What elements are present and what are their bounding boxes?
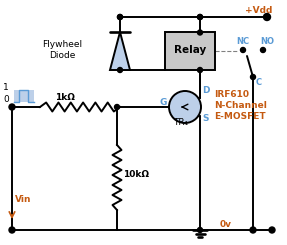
Circle shape xyxy=(117,14,123,20)
Text: NO: NO xyxy=(260,37,274,46)
Polygon shape xyxy=(110,32,130,70)
Circle shape xyxy=(241,48,245,52)
Circle shape xyxy=(117,14,123,20)
Circle shape xyxy=(117,68,123,73)
Circle shape xyxy=(197,30,203,35)
Text: C: C xyxy=(256,78,262,87)
Text: D: D xyxy=(202,86,210,95)
FancyBboxPatch shape xyxy=(165,32,215,70)
Circle shape xyxy=(251,74,255,79)
Text: Diode: Diode xyxy=(49,51,75,60)
Text: Relay: Relay xyxy=(174,45,206,55)
Text: 0v: 0v xyxy=(220,220,232,229)
Circle shape xyxy=(115,105,119,110)
Circle shape xyxy=(269,227,275,233)
Text: 1: 1 xyxy=(3,83,9,92)
Text: S: S xyxy=(202,114,208,123)
Circle shape xyxy=(250,227,256,233)
Circle shape xyxy=(197,68,203,73)
Text: G: G xyxy=(159,98,166,107)
Text: E-MOSFET: E-MOSFET xyxy=(214,112,266,121)
Circle shape xyxy=(169,91,201,123)
Circle shape xyxy=(197,14,203,20)
Text: 10kΩ: 10kΩ xyxy=(123,170,149,179)
Circle shape xyxy=(197,14,203,20)
Text: 0: 0 xyxy=(3,95,9,104)
Circle shape xyxy=(197,228,203,233)
Text: TR₁: TR₁ xyxy=(173,118,188,127)
FancyBboxPatch shape xyxy=(14,90,34,102)
Text: +Vdd: +Vdd xyxy=(245,6,272,15)
Circle shape xyxy=(9,104,15,110)
Text: Flywheel: Flywheel xyxy=(42,40,82,49)
Text: IRF610: IRF610 xyxy=(214,90,249,99)
Circle shape xyxy=(9,227,15,233)
Circle shape xyxy=(263,13,271,21)
Circle shape xyxy=(261,48,265,52)
Text: N-Channel: N-Channel xyxy=(214,101,267,110)
Text: Vin: Vin xyxy=(15,195,32,204)
Text: 1kΩ: 1kΩ xyxy=(55,93,75,102)
Text: NC: NC xyxy=(236,37,249,46)
